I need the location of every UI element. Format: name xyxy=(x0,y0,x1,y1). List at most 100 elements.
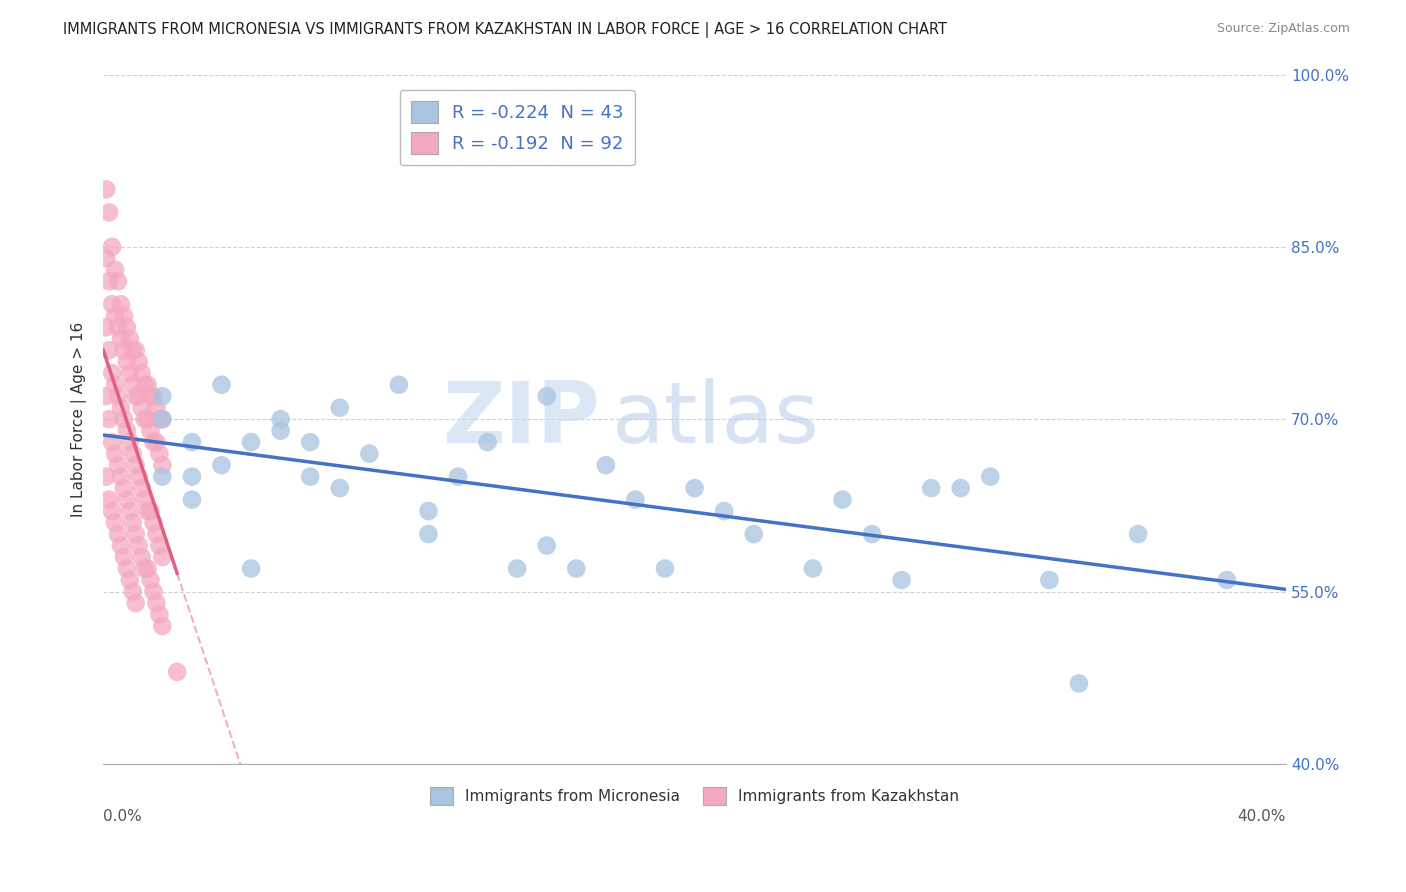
Point xyxy=(134,492,156,507)
Point xyxy=(150,469,173,483)
Point xyxy=(329,481,352,495)
Point xyxy=(128,355,150,369)
Point xyxy=(118,332,141,346)
Point xyxy=(131,401,153,415)
Point xyxy=(148,607,170,622)
Point xyxy=(121,343,143,358)
Point xyxy=(128,389,150,403)
Point xyxy=(595,458,617,472)
Point xyxy=(118,573,141,587)
Point xyxy=(359,447,381,461)
Point xyxy=(211,377,233,392)
Point xyxy=(107,320,129,334)
Point xyxy=(136,561,159,575)
Point xyxy=(112,309,135,323)
Point xyxy=(979,469,1001,483)
Point xyxy=(148,447,170,461)
Point xyxy=(477,435,499,450)
Point xyxy=(180,435,202,450)
Point xyxy=(125,343,148,358)
Point xyxy=(98,343,121,358)
Point xyxy=(142,584,165,599)
Point xyxy=(107,458,129,472)
Point xyxy=(1216,573,1239,587)
Point xyxy=(418,504,440,518)
Point xyxy=(115,492,138,507)
Point xyxy=(98,274,121,288)
Point xyxy=(110,539,132,553)
Point xyxy=(121,584,143,599)
Point xyxy=(565,561,588,575)
Point xyxy=(329,401,352,415)
Point xyxy=(536,539,558,553)
Point xyxy=(742,527,765,541)
Point xyxy=(180,469,202,483)
Point xyxy=(96,469,118,483)
Point xyxy=(134,561,156,575)
Point xyxy=(121,516,143,530)
Point xyxy=(920,481,942,495)
Point xyxy=(98,412,121,426)
Point xyxy=(139,573,162,587)
Point xyxy=(128,469,150,483)
Point xyxy=(104,309,127,323)
Point xyxy=(115,355,138,369)
Point xyxy=(139,504,162,518)
Point xyxy=(110,332,132,346)
Point xyxy=(101,435,124,450)
Point xyxy=(131,549,153,564)
Point xyxy=(136,504,159,518)
Point xyxy=(713,504,735,518)
Point xyxy=(96,320,118,334)
Point xyxy=(1038,573,1060,587)
Point xyxy=(115,561,138,575)
Point xyxy=(112,549,135,564)
Point xyxy=(240,435,263,450)
Point xyxy=(125,458,148,472)
Point xyxy=(142,516,165,530)
Point xyxy=(142,389,165,403)
Point xyxy=(110,469,132,483)
Text: ZIP: ZIP xyxy=(443,377,600,460)
Point xyxy=(96,252,118,266)
Point xyxy=(801,561,824,575)
Point xyxy=(134,412,156,426)
Point xyxy=(145,435,167,450)
Point xyxy=(125,389,148,403)
Point xyxy=(388,377,411,392)
Point xyxy=(98,205,121,219)
Point xyxy=(118,435,141,450)
Point xyxy=(860,527,883,541)
Point xyxy=(1126,527,1149,541)
Point xyxy=(142,435,165,450)
Legend: Immigrants from Micronesia, Immigrants from Kazakhstan: Immigrants from Micronesia, Immigrants f… xyxy=(423,780,966,812)
Point xyxy=(148,412,170,426)
Point xyxy=(107,389,129,403)
Point xyxy=(145,596,167,610)
Point xyxy=(134,377,156,392)
Point xyxy=(121,377,143,392)
Point xyxy=(107,527,129,541)
Point xyxy=(145,401,167,415)
Point xyxy=(110,401,132,415)
Point xyxy=(115,424,138,438)
Point xyxy=(101,366,124,380)
Point xyxy=(1067,676,1090,690)
Point xyxy=(115,320,138,334)
Point xyxy=(96,389,118,403)
Point xyxy=(125,527,148,541)
Point xyxy=(145,527,167,541)
Point xyxy=(112,343,135,358)
Point xyxy=(112,481,135,495)
Point xyxy=(683,481,706,495)
Point xyxy=(150,458,173,472)
Point xyxy=(418,527,440,541)
Point xyxy=(98,492,121,507)
Text: 40.0%: 40.0% xyxy=(1237,809,1286,823)
Point xyxy=(270,424,292,438)
Point xyxy=(831,492,853,507)
Point xyxy=(125,596,148,610)
Point xyxy=(150,389,173,403)
Point xyxy=(139,389,162,403)
Text: atlas: atlas xyxy=(612,377,820,460)
